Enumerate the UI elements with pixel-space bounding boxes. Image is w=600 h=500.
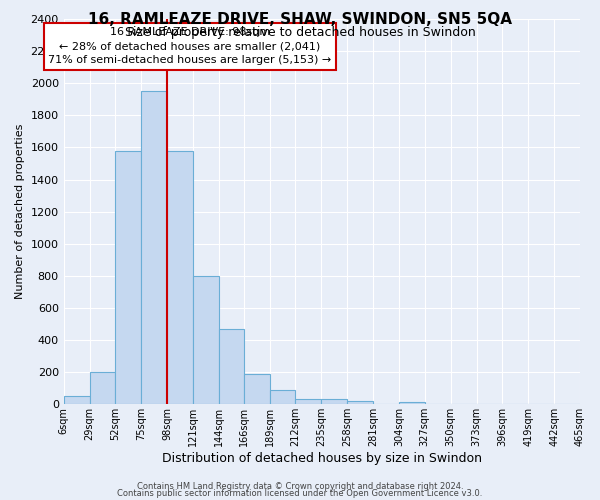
Text: Contains HM Land Registry data © Crown copyright and database right 2024.: Contains HM Land Registry data © Crown c… [137, 482, 463, 491]
Bar [141, 91, 167, 404]
Text: Contains public sector information licensed under the Open Government Licence v3: Contains public sector information licen… [118, 490, 482, 498]
Y-axis label: Number of detached properties: Number of detached properties [15, 124, 25, 300]
Text: 16, RAMLEAZE DRIVE, SHAW, SWINDON, SN5 5QA: 16, RAMLEAZE DRIVE, SHAW, SWINDON, SN5 5… [88, 12, 512, 28]
Bar [295, 400, 321, 404]
X-axis label: Distribution of detached houses by size in Swindon: Distribution of detached houses by size … [162, 452, 482, 465]
Bar [167, 150, 193, 404]
Bar [399, 402, 425, 404]
Bar [347, 401, 373, 404]
Bar [269, 390, 295, 404]
Bar [64, 396, 89, 404]
Bar [89, 372, 115, 404]
Text: 16 RAMLEAZE DRIVE: 98sqm
← 28% of detached houses are smaller (2,041)
71% of sem: 16 RAMLEAZE DRIVE: 98sqm ← 28% of detach… [48, 28, 331, 66]
Bar [219, 329, 244, 404]
Bar [321, 400, 347, 404]
Bar [115, 150, 141, 404]
Bar [193, 276, 219, 404]
Text: Size of property relative to detached houses in Swindon: Size of property relative to detached ho… [125, 26, 475, 39]
Bar [244, 374, 269, 404]
